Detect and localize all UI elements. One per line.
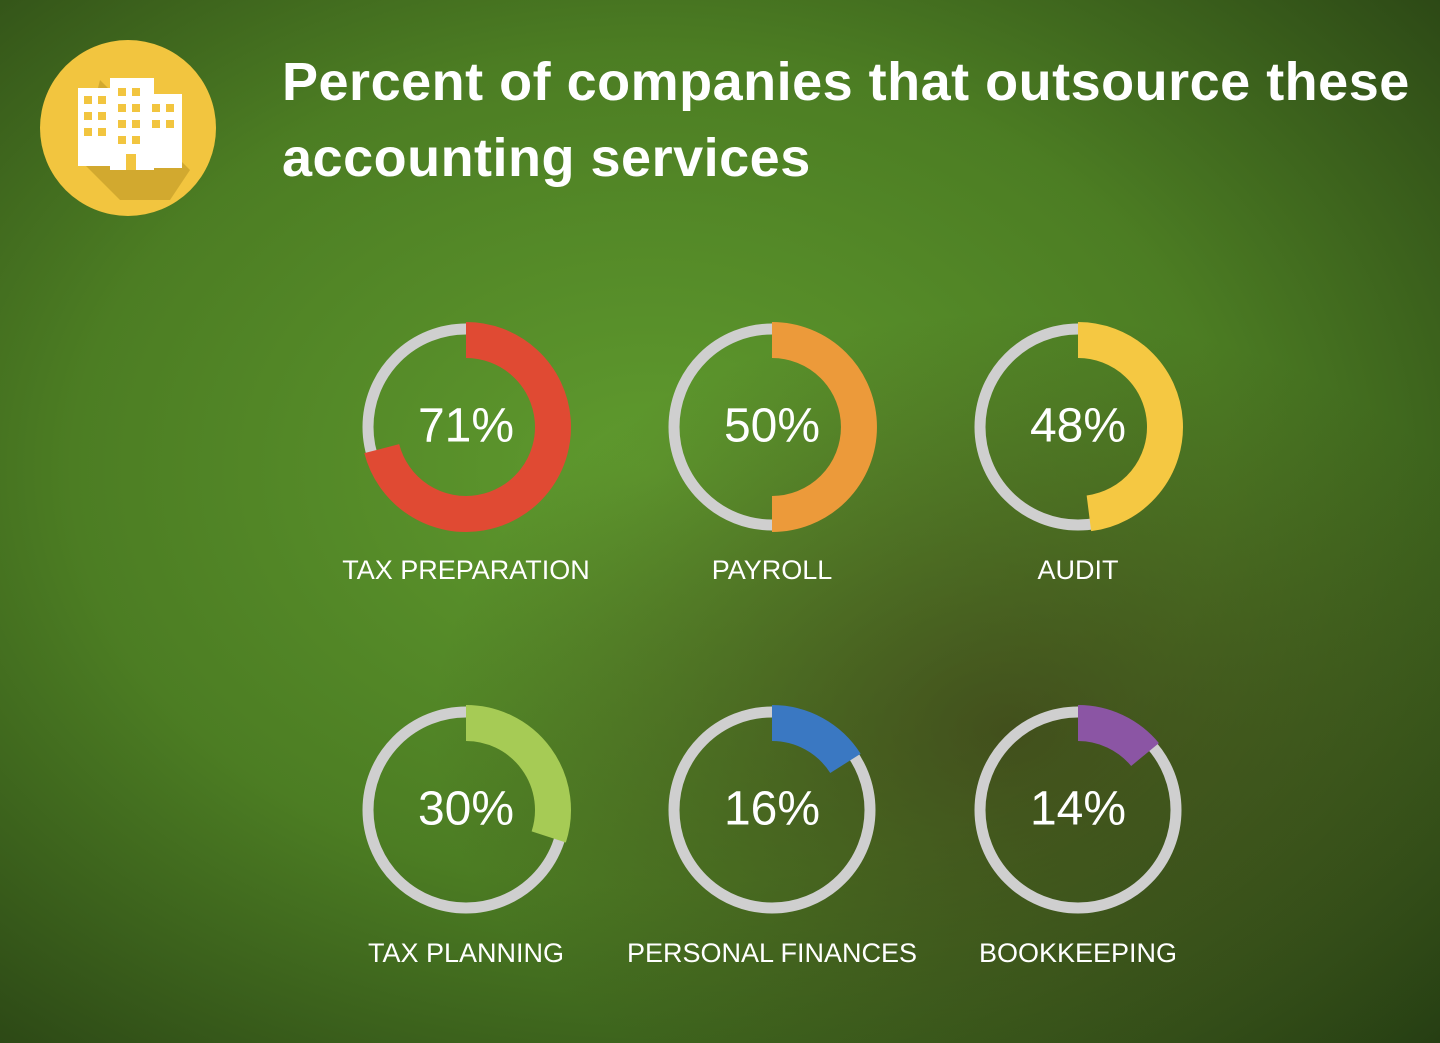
gauge-arc	[1077, 322, 1183, 532]
gauge-arc	[771, 705, 861, 774]
gauge-arc	[465, 705, 571, 843]
category-label: TAX PREPARATION	[342, 555, 590, 585]
building-icon	[40, 40, 216, 216]
value-label: 16%	[724, 783, 820, 836]
gauge-arc	[771, 322, 877, 532]
category-label: TAX PLANNING	[368, 938, 564, 968]
category-label: PERSONAL FINANCES	[627, 938, 917, 968]
chart-title: Percent of companies that outsource thes…	[282, 52, 1410, 188]
value-label: 48%	[1030, 400, 1126, 453]
value-label: 30%	[418, 783, 514, 836]
gauge-arc	[364, 322, 571, 532]
value-label: 50%	[724, 400, 820, 453]
gauge-arc	[1077, 705, 1159, 767]
category-label: AUDIT	[1038, 555, 1119, 585]
category-label: PAYROLL	[712, 555, 833, 585]
value-label: 71%	[418, 400, 514, 453]
category-label: BOOKKEEPING	[979, 938, 1177, 968]
value-label: 14%	[1030, 783, 1126, 836]
